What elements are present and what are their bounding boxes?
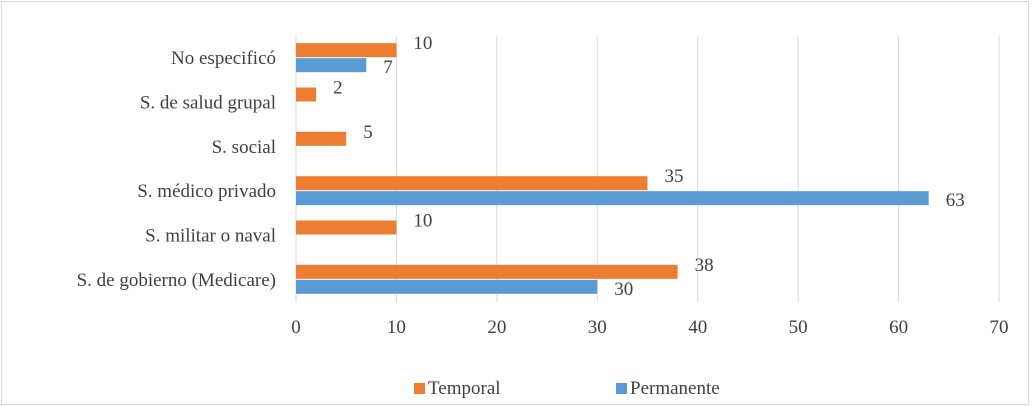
x-tick-label: 40 [688,317,707,338]
x-tick-label: 60 [889,317,908,338]
x-tick-label: 50 [789,317,808,338]
data-label: 38 [695,255,714,276]
bar-temporal [296,43,397,58]
x-tick-label: 20 [487,317,506,338]
bar-temporal [296,131,347,146]
category-label: S. social [212,137,276,158]
category-label: S. de gobierno (Medicare) [77,270,276,291]
bar-permanente [296,279,598,294]
bar-temporal [296,264,678,279]
category-label: S. militar o naval [145,226,276,247]
x-tick-label: 10 [387,317,406,338]
data-label: 10 [413,211,432,232]
bar-permanente [296,191,929,206]
data-label: 30 [614,279,633,300]
x-tick-label: 0 [291,317,301,338]
legend-label: Permanente [630,378,720,399]
data-label: 10 [413,33,432,54]
bar-temporal [296,220,397,235]
category-label: S. médico privado [137,181,276,202]
bar-temporal [296,87,317,102]
data-label: 63 [946,190,965,211]
data-label: 7 [383,57,393,78]
data-label: 35 [665,166,684,187]
bar-permanente [296,58,367,73]
x-tick-label: 30 [588,317,607,338]
x-tick-label: 70 [990,317,1009,338]
legend-label: Temporal [428,378,501,399]
category-label: No especificó [171,48,276,69]
category-label: S. de salud grupal [140,93,276,114]
data-label: 5 [363,122,373,143]
legend-swatch [414,383,425,394]
legend-swatch [616,383,627,394]
bar-temporal [296,176,648,191]
data-label: 2 [333,78,343,99]
